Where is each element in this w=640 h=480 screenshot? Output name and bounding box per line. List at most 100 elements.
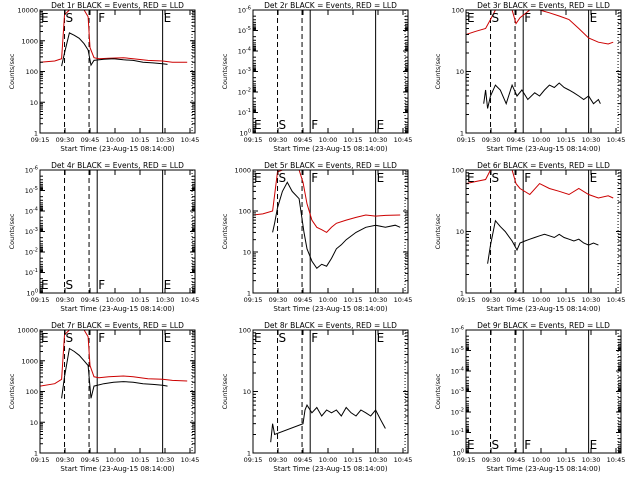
y-tick-label: 10-4: [25, 207, 38, 216]
y-tick-label: 10-5: [238, 26, 251, 35]
event-letter-e: E: [377, 331, 385, 345]
x-tick-label: 10:15: [557, 136, 576, 144]
x-tick-label: 10:15: [557, 296, 576, 304]
x-tick-label: 10:30: [156, 456, 175, 464]
x-tick-label: 10:30: [369, 136, 388, 144]
y-tick-label: 1: [247, 290, 251, 298]
series-lld-line: [253, 170, 401, 234]
event-letter-e: E: [164, 331, 172, 345]
y-tick-label: 1: [247, 450, 251, 458]
y-tick-label: 10-3: [238, 67, 251, 76]
event-letter-f: F: [98, 331, 105, 345]
y-tick-label: 1000: [234, 167, 251, 175]
x-tick-label: 10:00: [532, 456, 551, 464]
y-tick-label: 10: [30, 99, 38, 107]
y-tick-label: 100: [453, 449, 464, 458]
event-letter-f: F: [524, 438, 531, 452]
series-events-line: [487, 219, 599, 264]
panel-title: Det 3r BLACK = Events, RED = LLD: [477, 1, 610, 10]
y-tick-label: 10: [30, 419, 38, 427]
x-tick-label: 10:45: [181, 456, 200, 464]
x-tick-label: 09:30: [269, 296, 288, 304]
event-letter-s: S: [492, 438, 500, 452]
panel-det-6: Det 6r BLACK = Events, RED = LLD 1 10 100 09…: [434, 161, 625, 313]
x-tick-label: 09:45: [81, 296, 100, 304]
y-tick-label: 10-4: [451, 367, 464, 376]
event-letter-e: E: [467, 438, 475, 452]
panel-det-5: Det 5r BLACK = Events, RED = LLD 1 10 100 10…: [221, 161, 412, 313]
y-tick-label: 10000: [17, 327, 38, 335]
x-tick-label: 09:15: [244, 296, 263, 304]
y-tick-label: 10-1: [238, 108, 251, 117]
series-lld-line: [466, 10, 614, 45]
series-events-line: [272, 181, 401, 270]
y-tick-label: 10-5: [25, 186, 38, 195]
y-tick-label: 10-4: [238, 47, 251, 56]
x-axis-label: Start Time (23-Aug-15 08:14:00): [273, 145, 387, 153]
series-events-line: [483, 82, 601, 109]
event-letter-s: S: [279, 331, 287, 345]
x-axis-label: Start Time (23-Aug-15 08:14:00): [273, 305, 387, 313]
event-letter-e: E: [590, 171, 598, 185]
event-letter-f: F: [524, 11, 531, 25]
series-lld-line: [466, 170, 614, 199]
x-tick-label: 09:45: [294, 136, 313, 144]
y-tick-label: 1: [34, 450, 38, 458]
x-tick-label: 10:45: [607, 456, 626, 464]
event-letter-e: E: [377, 171, 385, 185]
y-axis-label: Counts/sec: [221, 213, 229, 249]
x-axis-label: Start Time (23-Aug-15 08:14:00): [60, 465, 174, 473]
y-tick-label: 100: [239, 208, 251, 216]
event-letter-e: E: [590, 438, 598, 452]
panel-det-8: Det 8r BLACK = Events, RED = LLD 1 10 100 09…: [221, 321, 412, 473]
plot-frame: [39, 169, 196, 294]
y-tick-label: 1000: [21, 357, 38, 365]
x-tick-label: 10:45: [394, 136, 413, 144]
x-tick-label: 10:30: [369, 296, 388, 304]
event-letter-s: S: [66, 278, 74, 292]
event-letter-e: E: [164, 278, 172, 292]
x-tick-label: 09:30: [482, 136, 501, 144]
x-tick-label: 10:30: [156, 296, 175, 304]
y-tick-label: 1000: [21, 37, 38, 45]
panel-title: Det 5r BLACK = Events, RED = LLD: [264, 161, 397, 170]
x-tick-label: 10:15: [344, 296, 363, 304]
x-tick-label: 10:15: [131, 296, 150, 304]
x-tick-label: 10:15: [344, 136, 363, 144]
panel-det-2: Det 2r BLACK = Events, RED = LLD 100 10-1 1…: [221, 1, 412, 153]
y-tick-label: 100: [239, 327, 251, 335]
y-tick-label: 100: [27, 289, 38, 298]
event-letter-e: E: [41, 331, 49, 345]
panel-title: Det 2r BLACK = Events, RED = LLD: [264, 1, 397, 10]
x-tick-label: 09:45: [507, 296, 526, 304]
y-tick-label: 10-2: [25, 248, 38, 257]
x-tick-label: 09:15: [244, 456, 263, 464]
y-tick-label: 10-3: [451, 387, 464, 396]
x-tick-label: 09:15: [244, 136, 263, 144]
event-letter-s: S: [66, 331, 74, 345]
panel-det-3: Det 3r BLACK = Events, RED = LLD 1 10 100 09…: [434, 1, 625, 153]
event-letter-e: E: [467, 11, 475, 25]
x-tick-label: 09:30: [482, 296, 501, 304]
x-tick-label: 10:00: [532, 296, 551, 304]
x-axis-label: Start Time (23-Aug-15 08:14:00): [486, 465, 600, 473]
y-axis-label: Counts/sec: [8, 213, 16, 249]
x-tick-label: 09:45: [507, 136, 526, 144]
panel-det-4: Det 4r BLACK = Events, RED = LLD 100 10-1 1…: [8, 161, 199, 313]
x-axis-label: Start Time (23-Aug-15 08:14:00): [486, 145, 600, 153]
x-tick-label: 10:45: [607, 136, 626, 144]
x-axis-label: Start Time (23-Aug-15 08:14:00): [60, 145, 174, 153]
x-tick-label: 10:30: [582, 456, 601, 464]
y-tick-label: 10-6: [451, 326, 464, 335]
x-tick-label: 10:45: [181, 296, 200, 304]
x-tick-label: 09:30: [56, 136, 75, 144]
y-axis-label: Counts/sec: [8, 53, 16, 89]
x-tick-label: 09:30: [56, 296, 75, 304]
y-tick-label: 10000: [17, 7, 38, 15]
panel-title: Det 4r BLACK = Events, RED = LLD: [51, 161, 184, 170]
y-axis-label: Counts/sec: [434, 373, 442, 409]
y-tick-label: 100: [26, 68, 38, 76]
panel-title: Det 8r BLACK = Events, RED = LLD: [264, 321, 397, 330]
x-tick-label: 10:00: [319, 136, 338, 144]
event-letter-f: F: [98, 11, 105, 25]
